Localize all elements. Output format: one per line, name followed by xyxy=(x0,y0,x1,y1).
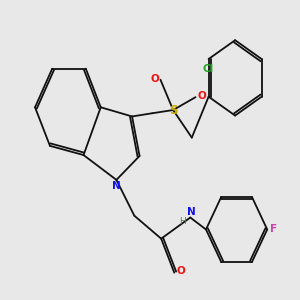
Text: O: O xyxy=(151,74,159,84)
Text: H: H xyxy=(179,217,185,226)
Text: S: S xyxy=(169,103,177,116)
Text: O: O xyxy=(198,91,207,101)
Text: Cl: Cl xyxy=(202,64,214,74)
Text: O: O xyxy=(177,266,185,276)
Text: N: N xyxy=(112,181,121,191)
Text: N: N xyxy=(187,207,195,217)
Text: F: F xyxy=(270,224,278,235)
